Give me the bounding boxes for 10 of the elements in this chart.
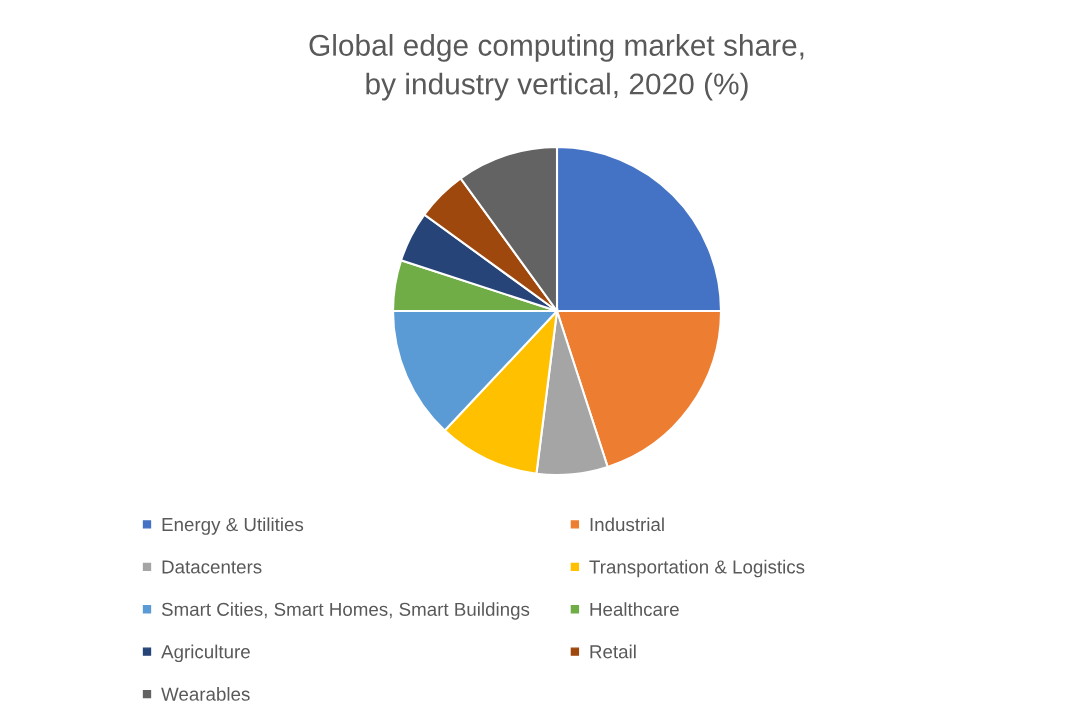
legend-label: Datacenters bbox=[162, 560, 262, 574]
legend-label: Industrial bbox=[590, 517, 664, 532]
chart-title: Global edge computing market share, by industry vertical, 2020 (%) bbox=[309, 34, 804, 101]
legend-label: Agriculture bbox=[161, 644, 250, 663]
legend-label: Smart Cities, Smart Homes, Smart Buildings bbox=[161, 602, 530, 620]
legend-label: Energy & Utilities bbox=[162, 517, 304, 535]
legend-label: Healthcare bbox=[590, 602, 679, 616]
legend-label: Transportation & Logistics bbox=[589, 559, 805, 578]
legend-label: Retail bbox=[590, 644, 636, 659]
legend-label: Wearables bbox=[161, 687, 250, 701]
